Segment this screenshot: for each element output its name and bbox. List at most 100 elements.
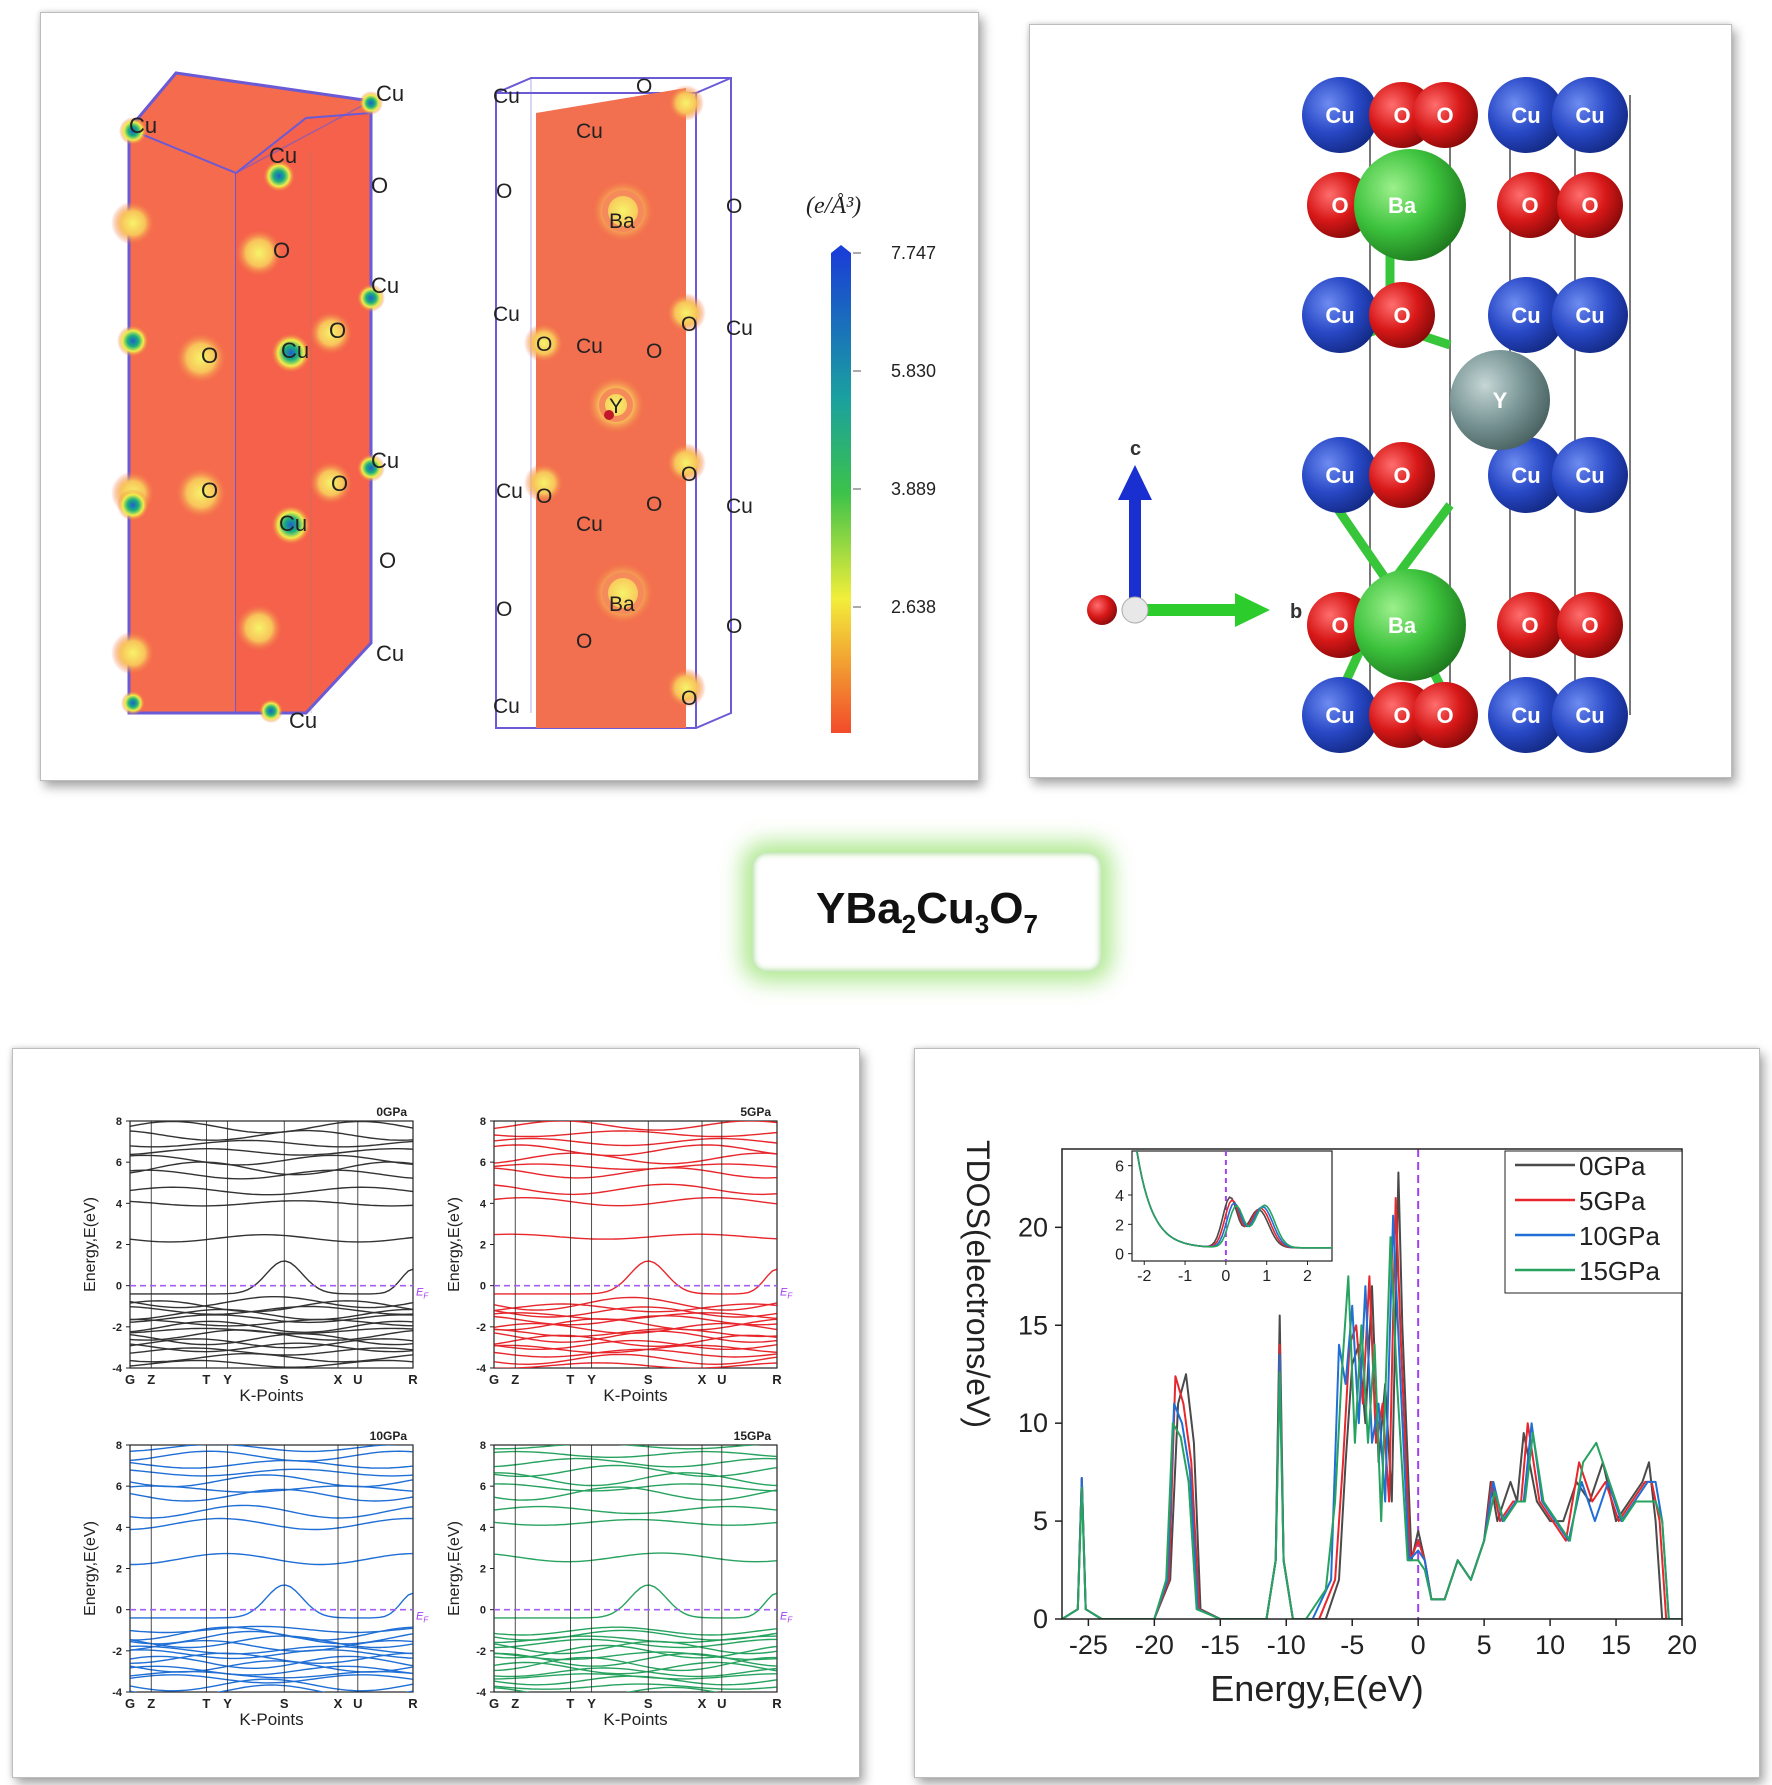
- kpoint-label: S: [644, 1372, 653, 1387]
- kpoint-label: X: [698, 1696, 707, 1711]
- atom-label: Cu: [496, 480, 523, 503]
- atom-label: Cu: [1325, 463, 1354, 488]
- atom-label: Cu: [289, 708, 317, 733]
- band-line: [130, 1649, 413, 1660]
- kpoint-label: U: [717, 1372, 726, 1387]
- band-line: [130, 1200, 413, 1207]
- atom-label: O: [1436, 703, 1453, 728]
- ytick-label: 0: [480, 1605, 486, 1617]
- colorbar-tick: 7.747: [891, 243, 936, 263]
- dos-yaxis-label: TDOS(electrons/eV): [960, 1140, 996, 1428]
- band-line: [130, 1552, 413, 1566]
- kpoint-label: Z: [147, 1696, 155, 1711]
- pressure-label: 0GPa: [376, 1105, 407, 1119]
- band-line: [494, 1686, 719, 1692]
- ytick-label: 10: [1018, 1408, 1048, 1438]
- kpoint-label: Z: [511, 1696, 519, 1711]
- ytick-label: 2: [116, 1240, 122, 1252]
- atom-label: O: [1331, 613, 1348, 638]
- ytick-label: 8: [480, 1116, 486, 1128]
- atom-label: O: [1393, 703, 1410, 728]
- xaxis-label: K-Points: [239, 1710, 303, 1729]
- band-line: [494, 1183, 777, 1196]
- band-line: [494, 1318, 777, 1331]
- band-line: [130, 1445, 413, 1453]
- kpoint-label: R: [408, 1372, 418, 1387]
- atom-label: Y: [609, 395, 623, 418]
- legend-label: 10GPa: [1579, 1221, 1660, 1251]
- atom-label: O: [536, 485, 552, 508]
- atom-label: Cu: [576, 120, 603, 143]
- pressure-label: 15GPa: [734, 1429, 772, 1443]
- colorbar-tick: 5.830: [891, 361, 936, 381]
- inset-xtick-label: 1: [1262, 1268, 1271, 1285]
- atom-label: O: [646, 340, 662, 363]
- yaxis-label: Energy,E(eV): [446, 1521, 463, 1616]
- pressure-label: 10GPa: [370, 1429, 408, 1443]
- atom-label: O: [536, 333, 552, 356]
- ytick-label: 6: [116, 1481, 122, 1493]
- atom-label: Cu: [1575, 703, 1604, 728]
- oxygen-atom: [1557, 172, 1623, 238]
- fermi-label: EF: [780, 1287, 793, 1301]
- band-line: [130, 1655, 413, 1669]
- dos-panel: -25 -20 -15 -10 -5 0 5 10 15 20 0 5 10 15 20 Energy,E(e…: [914, 1048, 1760, 1778]
- atom-label: Cu: [493, 85, 520, 108]
- atom-label: O: [1393, 303, 1410, 328]
- atom-label: Ba: [1388, 613, 1417, 638]
- atom-label: O: [371, 173, 388, 198]
- kpoint-label: S: [644, 1696, 653, 1711]
- copper-atom: [1302, 437, 1378, 513]
- xtick-label: 15: [1601, 1630, 1631, 1660]
- inset-series-line: [1136, 1151, 1332, 1249]
- band-line: [130, 1517, 413, 1531]
- band-line: [494, 1362, 777, 1368]
- xaxis-label: K-Points: [239, 1386, 303, 1405]
- crystal-structure-panel: Cu O Cu Cu O O O O Cu O Cu Cu Cu O Cu Cu O O O Cu O Cu Cu O Ba Ba…: [1029, 24, 1732, 778]
- band-line: [494, 1167, 777, 1179]
- band-line: [494, 1656, 777, 1672]
- band-line: [494, 1629, 777, 1641]
- atom-label: O: [1436, 103, 1453, 128]
- band-line: [130, 1327, 413, 1335]
- ytick-label: 8: [116, 1440, 122, 1452]
- band-line: [494, 1450, 777, 1458]
- xtick-label: 20: [1667, 1630, 1697, 1660]
- band-line: [130, 1139, 413, 1148]
- kpoint-label: G: [489, 1372, 499, 1387]
- band-line: [494, 1314, 777, 1326]
- yttrium-atom: [1450, 350, 1550, 450]
- kpoint-label: Y: [223, 1372, 232, 1387]
- band-line: [130, 1234, 413, 1243]
- atom-label: O: [1393, 463, 1410, 488]
- band-line: [130, 1308, 413, 1321]
- dos-series-line: [1062, 1214, 1682, 1619]
- kpoint-label: S: [280, 1372, 289, 1387]
- band-line: [130, 1305, 413, 1316]
- atom-label: Cu: [1575, 303, 1604, 328]
- kpoint-label: R: [408, 1696, 418, 1711]
- charge-density-panel: Cu Cu Cu O O Cu O Cu O Cu O Cu O O Cu Cu: [40, 12, 979, 781]
- kpoint-label: X: [334, 1696, 343, 1711]
- band-subplot: EF 8 6 4 2 0 -2 -4G Z T Y S X U R K-Points Energy,E(eV) 0…: [82, 1105, 429, 1405]
- atom-label: O: [726, 195, 742, 218]
- fermi-label: EF: [780, 1611, 793, 1625]
- xtick-label: 5: [1477, 1630, 1492, 1660]
- band-line: [494, 1144, 777, 1157]
- atom-label: Cu: [1511, 703, 1540, 728]
- crystal-structure-figure: Cu O Cu Cu O O O O Cu O Cu Cu Cu O Cu Cu O O O Cu O Cu Cu O Ba Ba…: [1087, 77, 1631, 753]
- ytick-label: 6: [116, 1157, 122, 1169]
- band-line: [130, 1468, 413, 1477]
- yaxis-label: Energy,E(eV): [446, 1197, 463, 1292]
- band-line: [494, 1667, 777, 1678]
- band-line: [494, 1322, 777, 1335]
- copper-atom: [1488, 677, 1564, 753]
- fermi-label: EF: [416, 1611, 429, 1625]
- inset-xtick-label: -2: [1137, 1268, 1151, 1285]
- band-line: [130, 1674, 413, 1684]
- atom-label: Cu: [1575, 463, 1604, 488]
- band-line: [130, 1450, 413, 1462]
- band-subplot-frame: [493, 1444, 778, 1693]
- band-line: [130, 1660, 413, 1673]
